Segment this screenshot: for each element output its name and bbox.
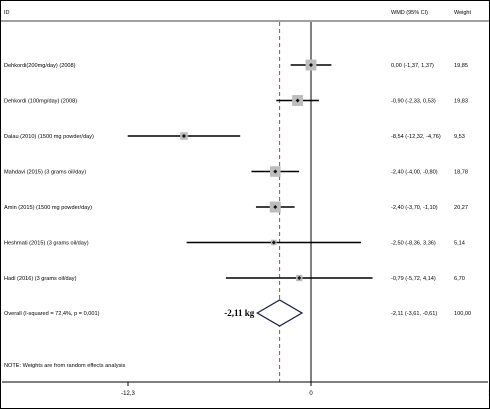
study-row: Dalau (2010) (1500 mg powder/day) -8,54 (… [4, 132, 465, 140]
study-label: Amin (2015) (1500 mg powder/day) [4, 205, 92, 211]
overall-annotation: -2,11 kg [224, 308, 255, 318]
weight-text: 5,14 [454, 241, 465, 247]
study-label: Dehkordi (100mg/day) (2008) [4, 99, 77, 105]
effect-ci-text: -2,50 (-8,36, 3,36) [391, 241, 436, 247]
study-row: Hadi (2016) (3 grams oil/day) -0,79 (-5,7… [4, 274, 465, 282]
point-estimate [295, 98, 300, 103]
point-estimate [271, 240, 276, 245]
id-header: ID [4, 10, 10, 16]
weight-text: 18,78 [454, 170, 468, 176]
study-label: Dalau (2010) (1500 mg powder/day) [4, 134, 94, 140]
point-estimate [273, 205, 278, 209]
reference-lines [279, 22, 312, 382]
x-tick-label: -12,3 [121, 391, 135, 397]
x-axis: -12,3 0 12,3 [2, 381, 490, 397]
study-row: Dehkordi (100mg/day) (2008) -0,90 (-2,33,… [4, 95, 468, 106]
weight-text: 9,53 [454, 134, 465, 140]
effect-header: WMD (95% CI) [391, 10, 428, 16]
point-estimate [273, 169, 278, 174]
effect-ci-text: -0,90 (-2,33, 0,53) [391, 99, 436, 105]
effect-ci-text: -2,40 (-3,70, -1,10) [391, 205, 438, 211]
study-label: Heshmati (2015) (3 grams oil/day) [4, 241, 89, 247]
overall-weight-text: 100,00 [454, 311, 471, 317]
weight-text: 20,27 [454, 205, 468, 211]
x-tick-label: 12,3 [488, 391, 490, 397]
weight-text: 19,85 [454, 63, 468, 69]
effect-ci-text: -2,40 (-4,00, -0,80) [391, 170, 438, 176]
point-estimate [297, 276, 302, 280]
study-rows: Dehkordi(200mg/day) (2008) 0,00 (-1,37, 1… [4, 59, 468, 282]
x-tick-label: 0 [309, 391, 313, 397]
study-row: Mahdavi (2015) (3 grams oil/day) -2,40 (-… [4, 166, 468, 177]
weight-text: 19,83 [454, 99, 468, 105]
study-row: Dehkordi(200mg/day) (2008) 0,00 (-1,37, 1… [4, 59, 468, 71]
overall-row: Overall (I-squared = 72,4%, p = 0,001) -2… [4, 299, 471, 327]
study-row: Amin (2015) (1500 mg powder/day) -2,40 (-… [4, 201, 468, 213]
point-estimate [181, 134, 186, 138]
effect-ci-text: -8,54 (-12,32, -4,76) [391, 134, 441, 140]
footnote: NOTE: Weights are from random effects an… [4, 363, 126, 369]
overall-diamond [255, 299, 304, 327]
effect-ci-text: 0,00 (-1,37, 1,37) [391, 63, 434, 69]
study-label: Mahdavi (2015) (3 grams oil/day) [4, 170, 86, 176]
weight-header: Weight [454, 10, 471, 16]
point-estimate [309, 63, 313, 67]
study-row: Heshmati (2015) (3 grams oil/day) -2,50 (… [4, 239, 465, 247]
effect-ci-text: -0,79 (-5,72, 4,14) [391, 276, 436, 282]
study-label: Hadi (2016) (3 grams oil/day) [4, 276, 77, 282]
overall-ci-text: -2,11 (-3,61, -0,61) [391, 311, 437, 317]
weight-text: 6,70 [454, 276, 465, 282]
overall-label: Overall (I-squared = 72,4%, p = 0,001) [4, 311, 100, 317]
study-label: Dehkordi(200mg/day) (2008) [4, 63, 76, 69]
